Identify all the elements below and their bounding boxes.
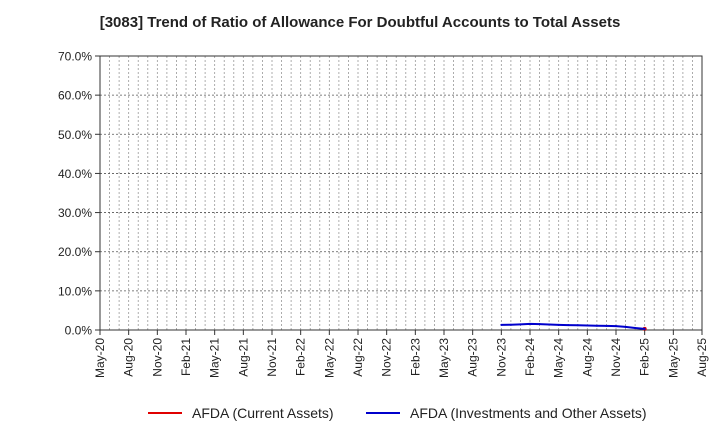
- series-point-1: [529, 322, 531, 325]
- grid-lines: [99, 55, 703, 331]
- series-point-1: [538, 323, 541, 326]
- legend: AFDA (Current Assets) AFDA (Investments …: [0, 405, 720, 425]
- x-tick-label: May-22: [322, 338, 336, 378]
- legend-swatch-investments: [366, 412, 400, 414]
- series-point-1: [595, 324, 598, 327]
- x-tick-label: May-21: [208, 338, 222, 378]
- series-point-1: [643, 327, 646, 330]
- plot-border: [99, 55, 703, 331]
- y-tick-label: 40.0%: [58, 167, 92, 181]
- x-tick-label: Aug-22: [351, 338, 365, 377]
- series-line-1: [501, 322, 645, 330]
- series-point-1: [557, 323, 560, 326]
- x-tick-label: Feb-24: [523, 338, 537, 376]
- x-tick-label: Feb-25: [638, 338, 652, 376]
- x-tick-label: Feb-21: [179, 338, 193, 376]
- x-tick-label: Aug-20: [122, 338, 136, 377]
- series-point-1: [567, 324, 570, 327]
- legend-item-investments: AFDA (Investments and Other Assets): [366, 405, 647, 421]
- chart-title: [3083] Trend of Ratio of Allowance For D…: [99, 14, 621, 31]
- x-tick-label: Nov-20: [150, 338, 164, 377]
- series-point-1: [615, 325, 617, 328]
- series-point-1: [576, 324, 579, 327]
- y-tick-label: 30.0%: [58, 206, 92, 220]
- y-tick-label: 10.0%: [58, 284, 92, 298]
- y-tick-label: 60.0%: [58, 89, 92, 103]
- legend-label-investments: AFDA (Investments and Other Assets): [410, 405, 647, 421]
- x-tick-label: Aug-21: [236, 338, 250, 377]
- x-tick-label: Feb-23: [408, 338, 422, 376]
- series-lines: [500, 322, 647, 331]
- series-point-1: [634, 327, 637, 330]
- series-point-1: [586, 324, 589, 327]
- series-point-1: [548, 323, 551, 326]
- x-tick-label: May-25: [666, 338, 680, 378]
- y-axis-ticks: 0.0% 10.0% 20.0% 30.0% 40.0% 50.0% 60.0% 70.0%: [58, 50, 100, 338]
- legend-swatch-current-assets: [148, 412, 182, 414]
- y-tick-label: 50.0%: [58, 128, 92, 142]
- x-tick-label: May-23: [437, 338, 451, 378]
- y-tick-label: 0.0%: [65, 324, 93, 338]
- x-tick-label: Nov-21: [265, 338, 279, 377]
- series-point-1: [605, 324, 608, 327]
- x-tick-label: Nov-24: [609, 338, 623, 377]
- legend-label-current-assets: AFDA (Current Assets): [192, 405, 334, 421]
- x-tick-label: Feb-22: [294, 338, 308, 376]
- x-tick-label: May-20: [93, 338, 107, 378]
- x-tick-label: Aug-25: [695, 338, 709, 377]
- x-tick-label: Nov-23: [494, 338, 508, 377]
- legend-item-current-assets: AFDA (Current Assets): [148, 405, 334, 421]
- x-tick-label: Nov-22: [380, 338, 394, 377]
- series-point-1: [509, 323, 512, 326]
- x-axis-ticks: May-20 Aug-20 Nov-20 Feb-21 May-21 Aug-21 Nov-…: [93, 330, 709, 378]
- x-tick-label: Aug-23: [466, 338, 480, 377]
- series-point-1: [500, 323, 503, 326]
- y-tick-label: 20.0%: [58, 245, 92, 259]
- x-tick-label: May-24: [552, 338, 566, 378]
- x-tick-label: Aug-24: [580, 338, 594, 377]
- y-tick-label: 70.0%: [58, 50, 92, 64]
- series-point-1: [519, 323, 522, 326]
- series-point-1: [624, 325, 627, 328]
